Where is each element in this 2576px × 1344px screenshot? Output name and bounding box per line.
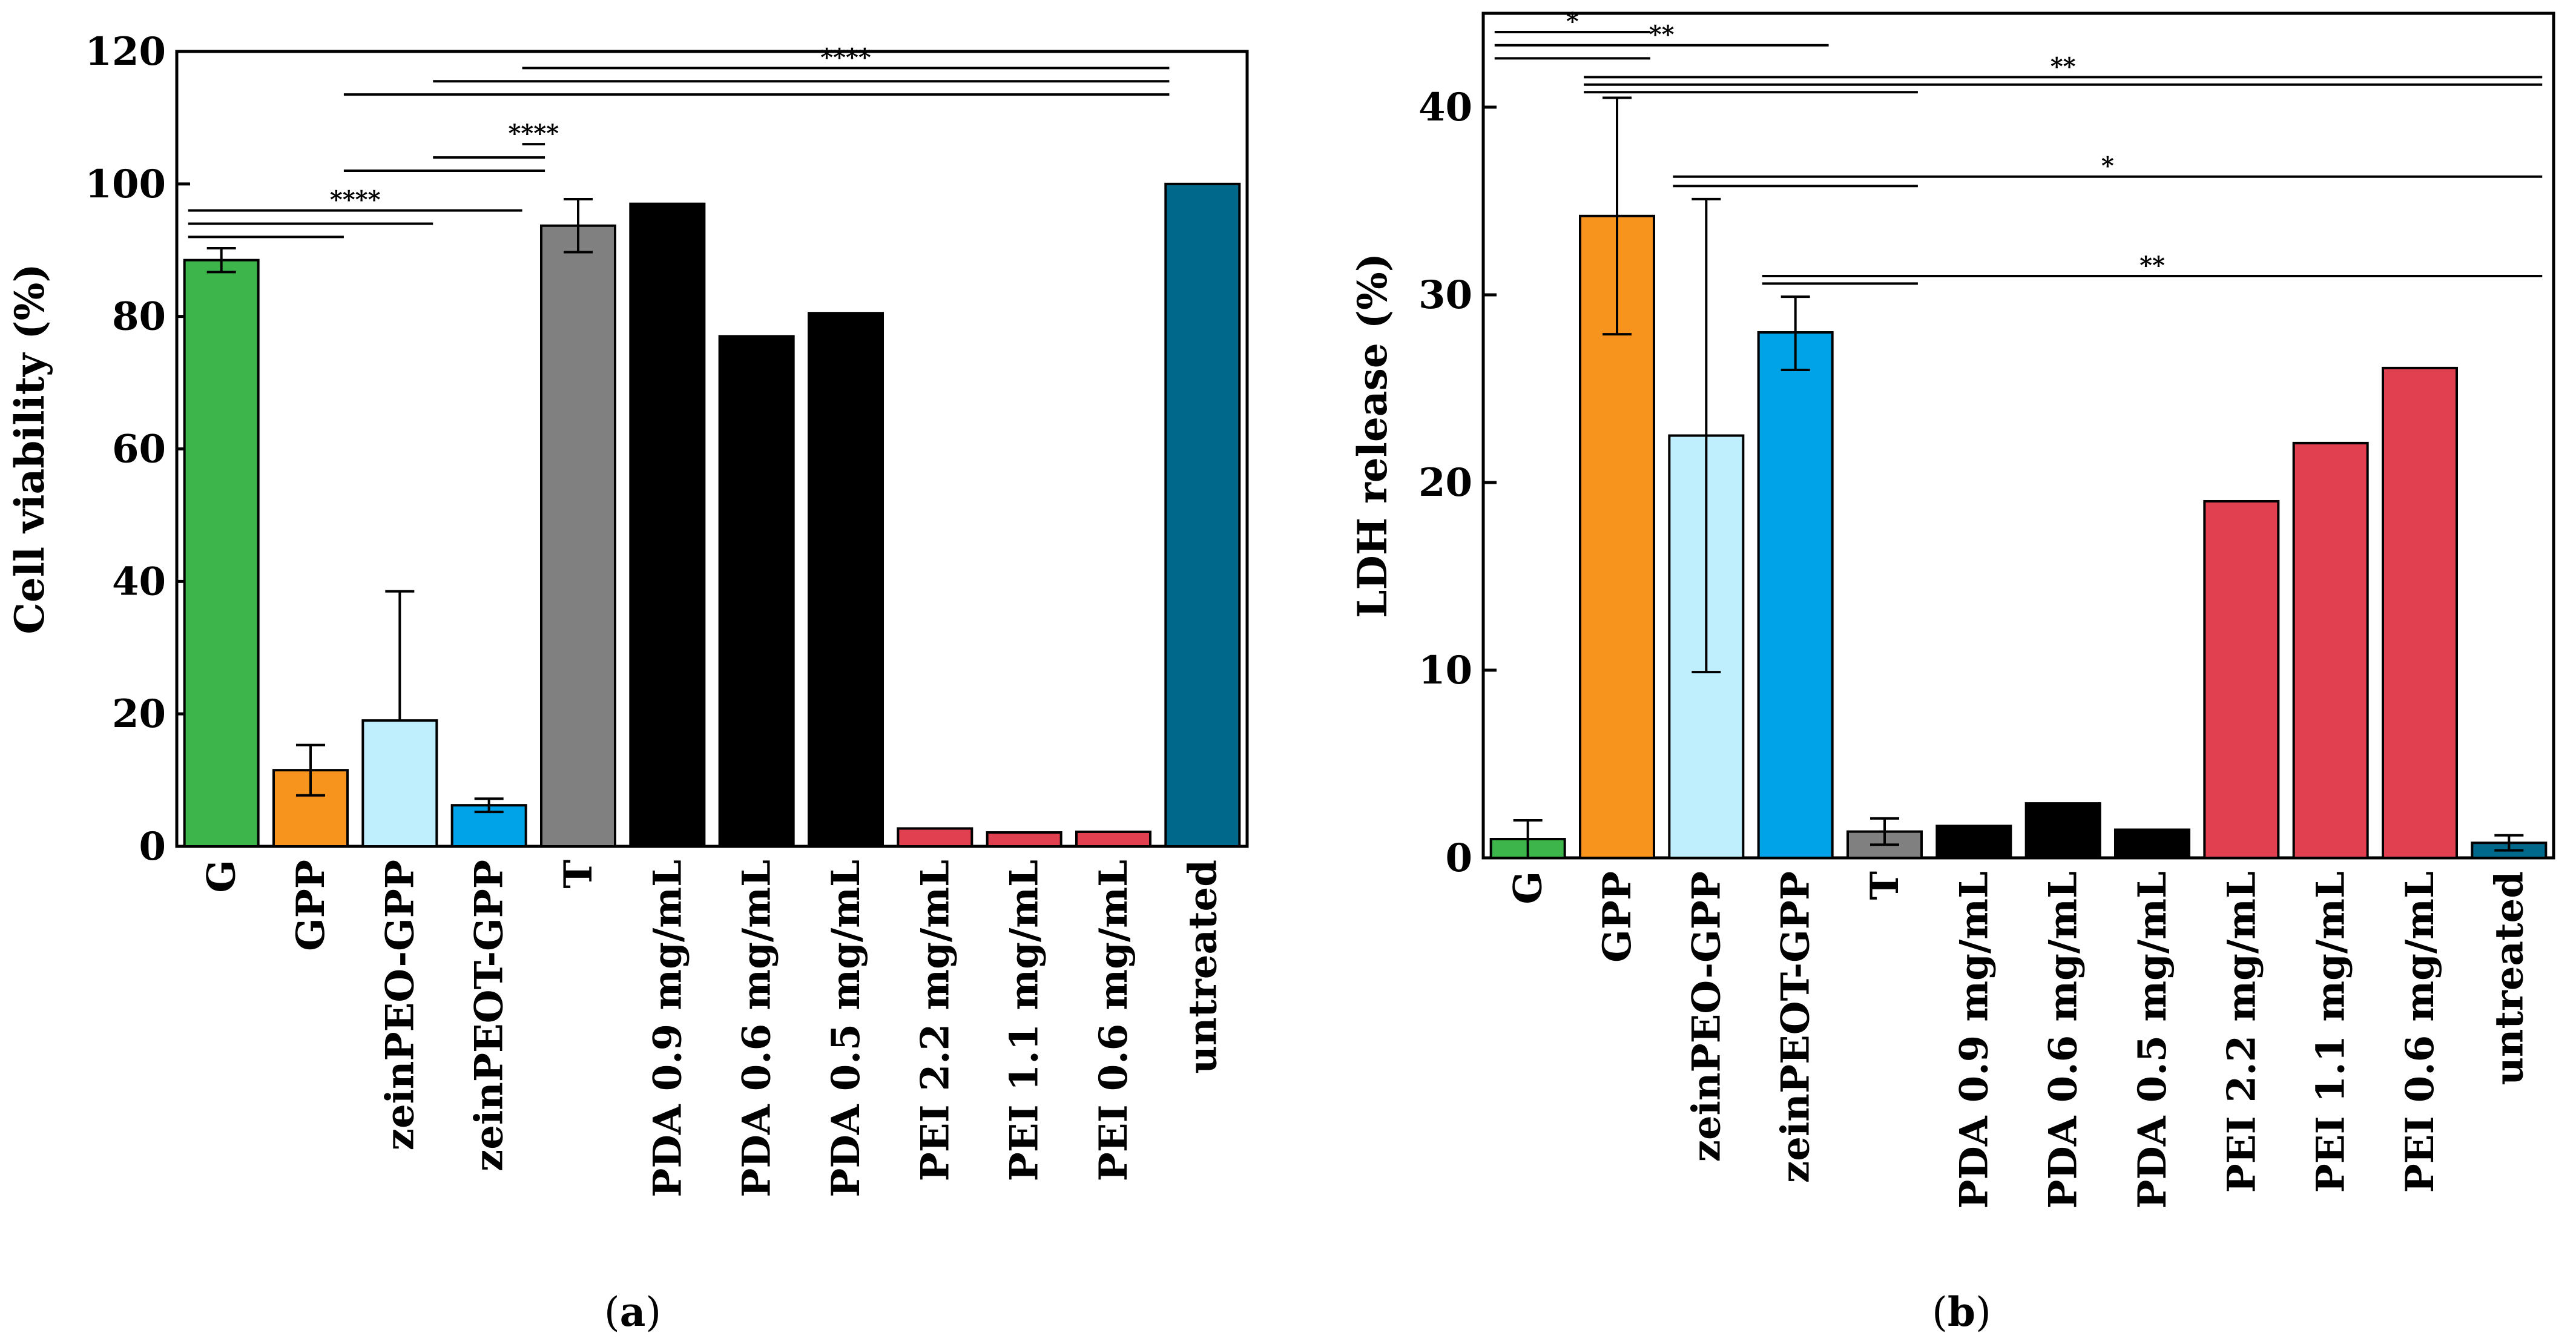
category-label: PEI 2.2 mg/mL [2219,871,2264,1193]
bar [718,335,795,848]
category-label: T [1862,871,1908,900]
bar [986,831,1062,848]
bar [2203,500,2280,859]
y-tick-label: 120 [85,29,166,74]
panel-a-cell-viability-chart: 0 20 40 60 80 100 120 Cell viability (%) G GPP zei… [6,29,1249,1197]
category-label: zeinPEOT-GPP [1773,871,1819,1183]
y-tick-label: 40 [1418,85,1472,130]
y-tick-label: 20 [112,691,166,737]
bar [2024,802,2101,859]
panel-a-caption-letter: a [620,1288,646,1336]
y-axis-label: Cell viability (%) [6,263,53,634]
significance-label: * [1566,7,1579,36]
bar [629,202,706,848]
bar [183,259,260,848]
significance-label: * [2101,152,2114,180]
bar [540,224,616,848]
significance-label: ** [2051,52,2076,81]
category-label: PDA 0.6 mg/mL [2041,871,2086,1209]
significance-label: ** [1649,21,1675,49]
category-label: zeinPEO-GPP [1684,871,1729,1162]
bar [897,827,973,848]
y-tick-label: 60 [112,427,166,472]
category-label: PEI 0.6 mg/mL [2397,871,2443,1193]
category-label: PEI 0.6 mg/mL [1091,860,1136,1181]
category-label: PDA 0.5 mg/mL [823,860,869,1197]
category-label: G [199,860,245,893]
significance-label: **** [508,119,559,148]
y-axis-label: LDH release (%) [1349,253,1396,618]
bar [2382,366,2458,859]
y-tick-label: 0 [139,824,166,869]
significance-label: ** [2140,251,2165,280]
bar [808,312,884,848]
significance-label: **** [820,43,871,71]
bar [1757,331,1834,859]
category-label: T [556,860,601,889]
y-tick-label: 10 [1418,648,1472,693]
panel-b-ldh-release-chart: 0 10 20 30 40 LDH release (%) G GPP zeinPEO-GPP z… [1349,7,2555,1209]
bar [2292,441,2369,859]
y-tick-label: 40 [112,559,166,604]
category-label: GPP [1595,871,1640,963]
category-label: GPP [288,860,334,951]
category-label: PDA 0.5 mg/mL [2130,871,2175,1209]
plot-frame [1481,12,2555,860]
bar [1075,830,1151,848]
bar [361,719,438,848]
category-label: PEI 2.2 mg/mL [912,860,958,1181]
panel-b-caption: (b) [1932,1288,1991,1336]
category-label: PDA 0.6 mg/mL [734,860,780,1197]
category-label: PDA 0.9 mg/mL [645,860,690,1197]
bar [2114,828,2190,859]
category-label: untreated [1180,860,1225,1074]
y-tick-label: 80 [112,294,166,340]
category-label: PEI 1.1 mg/mL [2308,871,2354,1193]
bar [1164,182,1241,848]
significance-label: **** [330,186,381,214]
y-tick-label: 20 [1418,460,1472,506]
bar [1935,825,2012,860]
y-tick-label: 30 [1418,272,1472,318]
plot-frame [175,50,1249,848]
category-label: zeinPEO-GPP [377,860,423,1150]
category-label: PDA 0.9 mg/mL [1951,871,1997,1209]
y-tick-label: 0 [1445,835,1472,881]
panel-b-caption-letter: b [1948,1288,1975,1336]
category-label: zeinPEOT-GPP [467,860,512,1171]
category-label: PEI 1.1 mg/mL [1002,860,1047,1181]
panel-a-caption: (a) [604,1288,661,1336]
category-label: untreated [2486,871,2532,1085]
category-label: G [1506,871,1551,904]
y-tick-label: 100 [85,162,166,207]
